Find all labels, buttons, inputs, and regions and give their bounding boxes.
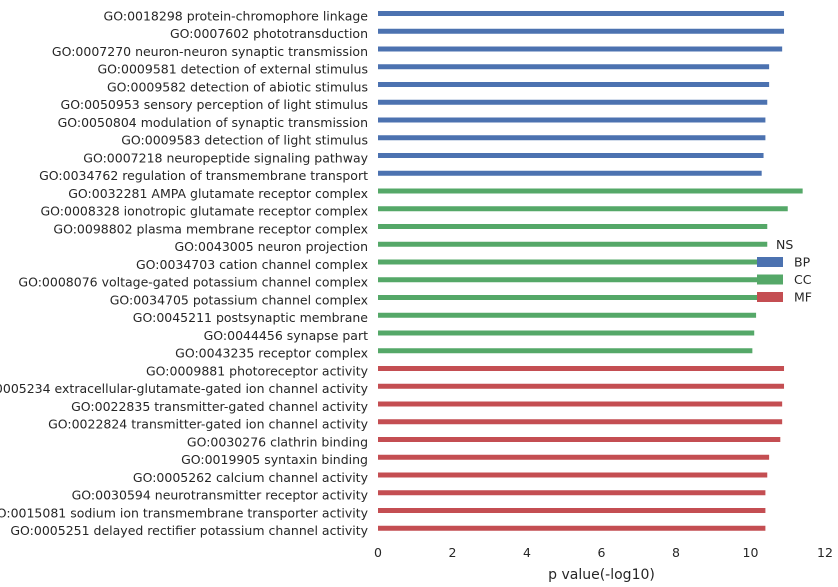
category-label: GO:0022824 transmitter-gated ion channel…: [48, 417, 369, 432]
bar: [378, 437, 781, 442]
category-label: GO:0009881 photoreceptor activity: [146, 363, 369, 378]
bar: [378, 206, 788, 212]
bar: [378, 28, 785, 34]
category-label: GO:0044456 synapse part: [204, 328, 368, 343]
bar: [378, 401, 783, 407]
bar: [378, 153, 764, 158]
bar: [378, 419, 783, 425]
category-label: GO:0050804 modulation of synaptic transm…: [58, 115, 368, 130]
category-label: GO:0030276 clathrin binding: [187, 434, 368, 449]
legend-label-mf: MF: [794, 289, 812, 304]
category-label: GO:0009583 detection of light stimulus: [121, 133, 368, 148]
legend: NS BP CC MF: [757, 237, 812, 304]
category-label: GO:0005251 delayed rectifier potassium c…: [10, 523, 368, 538]
bar: [378, 330, 755, 336]
category-label: GO:0005234 extracellular-glutamate-gated…: [0, 381, 369, 396]
bar: [378, 170, 762, 176]
legend-swatch-cc: [757, 274, 783, 285]
category-label: GO:0008076 voltage-gated potassium chann…: [18, 275, 368, 290]
legend-label-cc: CC: [794, 272, 812, 287]
category-labels-group: GO:0018298 protein-chromophore linkage GO…: [0, 8, 369, 538]
bars-group: [378, 11, 803, 531]
bar: [378, 525, 766, 531]
category-label: GO:0034705 potassium channel complex: [110, 292, 368, 307]
bar: [378, 490, 766, 496]
legend-label-bp: BP: [794, 254, 811, 269]
category-label: GO:0018298 protein-chromophore linkage: [104, 8, 369, 23]
category-label: GO:0043235 receptor complex: [175, 346, 368, 361]
bar: [378, 454, 770, 460]
bar: [378, 82, 770, 87]
category-label: GO:0015081 sodium ion transmembrane tran…: [0, 505, 369, 520]
x-tick-labels-group: 0 2 4 6 8 10 12: [374, 545, 833, 560]
category-label: GO:0007218 neuropeptide signaling pathwa…: [83, 150, 368, 165]
x-tick-label: 10: [743, 545, 759, 560]
category-label: GO:0030594 neurotransmitter receptor act…: [72, 488, 369, 503]
legend-title: NS: [776, 237, 793, 252]
category-label: GO:0050953 sensory perception of light s…: [61, 97, 368, 112]
category-label: GO:0032281 AMPA glutamate receptor compl…: [68, 186, 368, 201]
x-tick-label: 8: [672, 545, 680, 560]
category-label: GO:0007270 neuron-neuron synaptic transm…: [52, 44, 368, 59]
legend-swatch-mf: [757, 292, 783, 302]
bar: [378, 117, 766, 123]
category-label: GO:0009581 detection of external stimulu…: [98, 62, 369, 77]
bar: [378, 241, 768, 247]
bar: [378, 224, 768, 229]
x-tick-label: 2: [449, 545, 457, 560]
category-label: GO:0005262 calcium channel activity: [133, 470, 369, 485]
category-label: GO:0043005 neuron projection: [174, 239, 368, 254]
x-tick-label: 12: [817, 545, 833, 560]
bar: [378, 366, 785, 371]
legend-swatch-bp: [757, 257, 783, 267]
bar: [378, 135, 766, 141]
category-label: GO:0045211 postsynaptic membrane: [133, 310, 369, 325]
category-label: GO:0098802 plasma membrane receptor comp…: [53, 221, 368, 236]
x-tick-label: 4: [523, 545, 531, 560]
category-label: GO:0019905 syntaxin binding: [181, 452, 368, 467]
bar: [378, 64, 770, 70]
bar: [378, 259, 766, 265]
category-label: GO:0008328 ionotropic glutamate receptor…: [41, 204, 369, 219]
category-label: GO:0034703 cation channel complex: [136, 257, 368, 272]
bar: [378, 11, 785, 16]
category-label: GO:0034762 regulation of transmembrane t…: [39, 168, 368, 183]
bar: [378, 348, 753, 354]
category-label: GO:0007602 phototransduction: [170, 26, 368, 41]
bar: [378, 46, 783, 52]
bar: [378, 508, 766, 513]
x-tick-label: 0: [374, 545, 382, 560]
category-label: GO:0022835 transmitter-gated channel act…: [71, 399, 368, 414]
category-label: GO:0009582 detection of abiotic stimulus: [107, 79, 368, 94]
bar: [378, 295, 764, 300]
x-tick-label: 6: [598, 545, 606, 560]
bar: [378, 99, 768, 105]
x-axis-title: p value(-log10): [548, 567, 655, 583]
bar: [378, 188, 803, 194]
bar: [378, 312, 757, 318]
bar: [378, 472, 768, 478]
bar: [378, 383, 785, 389]
bar: [378, 277, 766, 283]
